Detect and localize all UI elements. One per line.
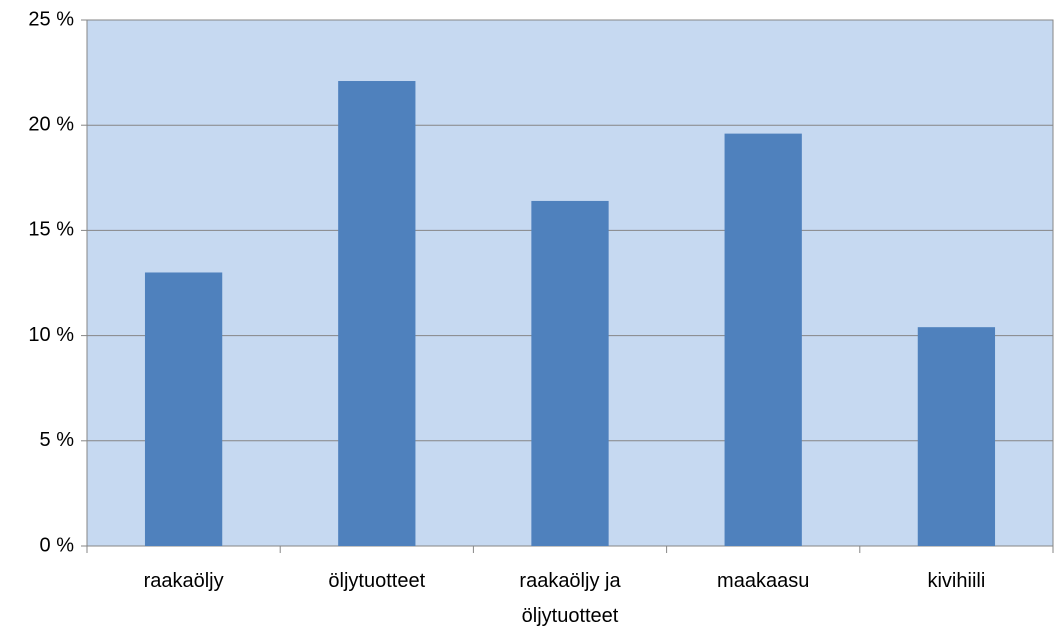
y-tick-label: 20 % bbox=[28, 113, 74, 135]
y-tick-label: 15 % bbox=[28, 219, 74, 241]
x-tick-label: kivihiili bbox=[927, 570, 986, 592]
x-tick-label: öljytuotteet bbox=[328, 570, 426, 592]
y-tick-label: 5 % bbox=[40, 429, 75, 451]
bar bbox=[338, 81, 416, 547]
x-tick-label: raakaöljy ja öljytuotteet bbox=[519, 570, 621, 627]
bar bbox=[531, 200, 609, 546]
y-tick-label: 10 % bbox=[28, 324, 74, 346]
x-tick-label: maakaasu bbox=[717, 570, 810, 592]
y-tick-label: 0 % bbox=[40, 534, 75, 556]
bar bbox=[724, 133, 802, 546]
y-tick-label: 25 % bbox=[28, 8, 74, 30]
x-tick-label: raakaöljy bbox=[143, 570, 224, 592]
bar bbox=[917, 327, 996, 546]
bar bbox=[144, 272, 223, 546]
